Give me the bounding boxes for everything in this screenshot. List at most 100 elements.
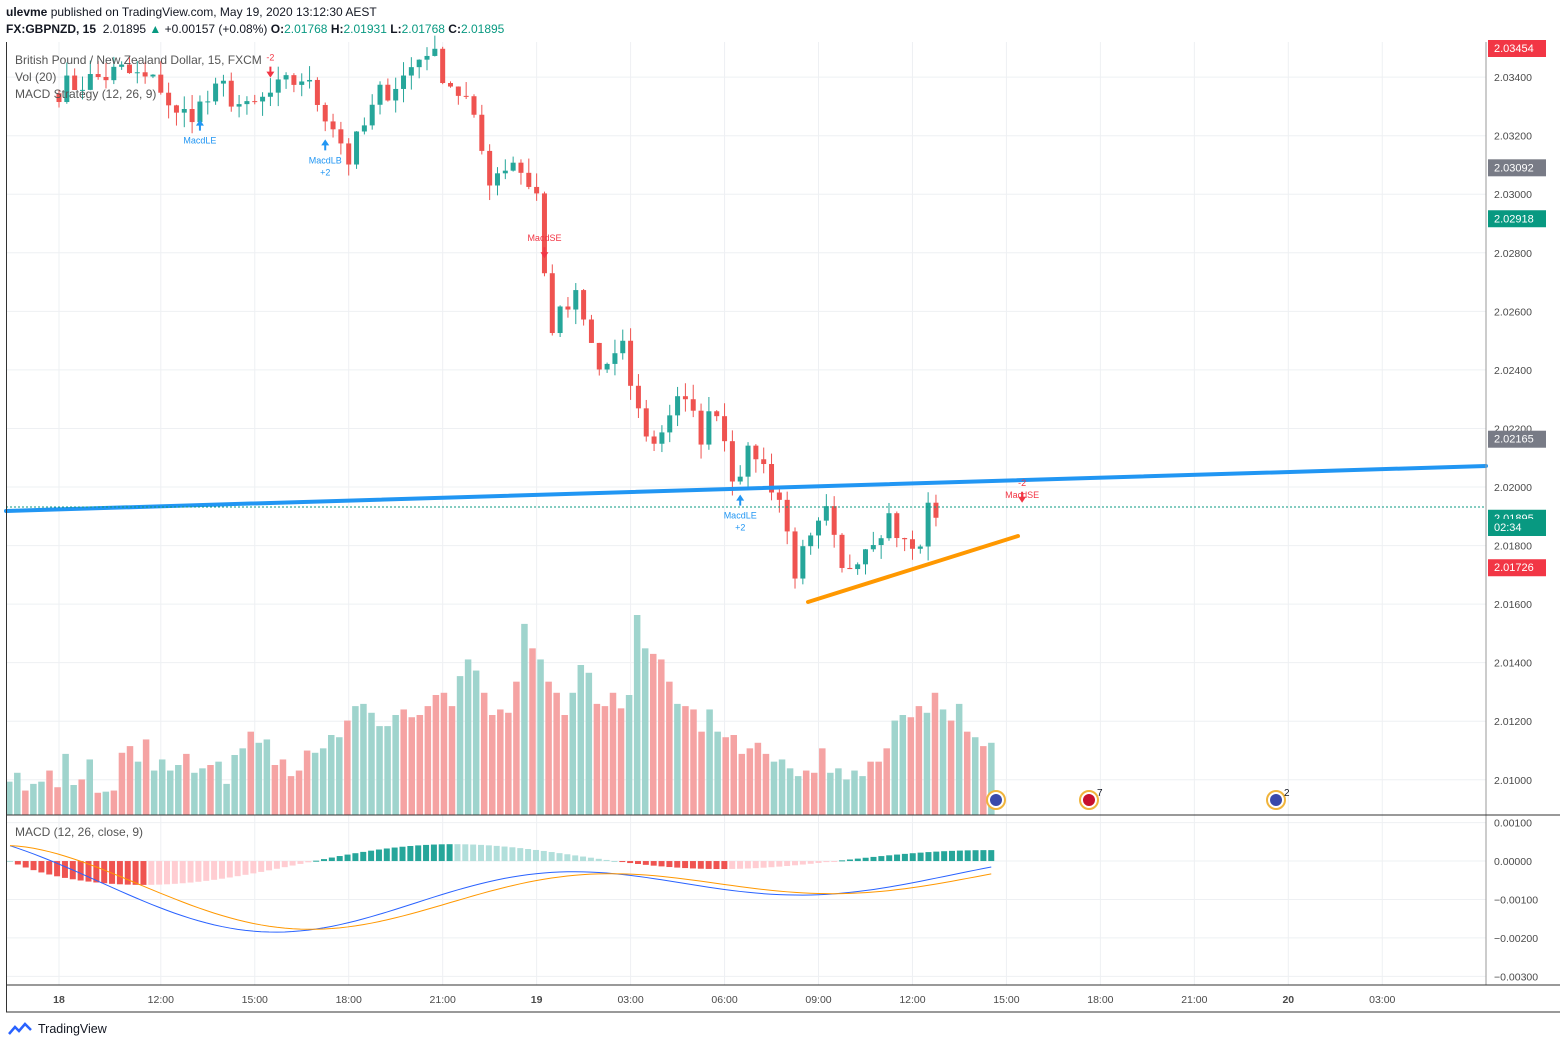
time-tick-label: 18 <box>53 994 65 1006</box>
macd-histogram-bar <box>642 861 649 865</box>
macd-tick-label: 0.00100 <box>1494 818 1532 830</box>
long-entry-arrow-icon <box>736 494 745 506</box>
price-tag-label: 2.03454 <box>1494 43 1534 55</box>
candle-body <box>823 506 829 521</box>
candle-body <box>494 173 500 186</box>
volume-bar <box>625 695 633 815</box>
candle-body <box>181 108 187 113</box>
candle-body <box>283 75 289 80</box>
volume-bar <box>416 715 424 815</box>
volume-bar <box>142 739 150 815</box>
strategy-marker-label: -2 <box>266 53 274 63</box>
macd-histogram-bar <box>242 861 249 875</box>
candle-body <box>361 125 367 132</box>
macd-tick-label: −0.00300 <box>1494 971 1538 983</box>
event-count-label: 7 <box>1097 788 1103 799</box>
price-tick-label: 2.02800 <box>1494 248 1532 260</box>
candle-body <box>643 408 649 437</box>
candle-body <box>604 363 610 370</box>
macd-histogram-bar <box>517 848 524 862</box>
volume-bar <box>255 742 263 815</box>
short-entry-arrow-icon <box>1018 491 1027 503</box>
symbol-ohlc-bar: FX:GBPNZD, 15 2.01895 ▲ +0.00157 (+0.08%… <box>6 22 504 36</box>
candles[interactable] <box>56 35 939 589</box>
price-change: +0.00157 (+0.08%) <box>164 22 268 36</box>
volume-bar <box>54 787 61 815</box>
volume-bar <box>38 781 45 815</box>
volume-bar <box>432 695 440 815</box>
price-tick-label: 2.01600 <box>1494 599 1532 611</box>
volume-bar <box>891 720 898 815</box>
volume-bar <box>46 770 53 815</box>
volume-bar <box>464 659 472 815</box>
macd-histogram-bar <box>572 855 579 862</box>
strategy-marker-label: MacdSE <box>527 233 561 243</box>
macd-histogram-bar <box>807 861 814 864</box>
candle-body <box>675 396 681 416</box>
orange-trendline[interactable] <box>806 534 1020 604</box>
time-tick-label: 18:00 <box>336 994 362 1006</box>
candle-body <box>745 445 751 477</box>
macd-histogram-bar <box>587 857 594 862</box>
macd-histogram-bar <box>148 861 155 885</box>
volume-bar <box>778 759 786 815</box>
legend-volume[interactable]: Vol (20) <box>15 70 57 84</box>
legend-macd[interactable]: MACD (12, 26, close, 9) <box>15 825 144 839</box>
volume-bar <box>988 742 995 815</box>
candle-body <box>596 342 602 370</box>
volume-bar <box>811 772 818 815</box>
candle-body <box>103 77 109 81</box>
tradingview-logo[interactable]: TradingView <box>8 1022 107 1036</box>
macd-histogram-bar <box>635 861 641 864</box>
macd-histogram-bar <box>344 854 351 862</box>
macd-histogram-bar <box>556 853 563 862</box>
volume-bar <box>682 706 689 815</box>
macd-histogram-bar <box>846 859 853 862</box>
candle-body <box>565 306 571 310</box>
volume-bar <box>569 692 576 815</box>
volume-bar <box>191 772 198 815</box>
volume-bar <box>472 670 480 815</box>
price-tag <box>1488 559 1546 577</box>
macd-histogram-bar <box>697 861 704 869</box>
volume-bar <box>875 761 882 815</box>
candle-body <box>150 74 156 77</box>
candle-body <box>635 385 641 409</box>
candle-body <box>917 546 923 549</box>
axis-labels: 2.03400 2.03200 2.03000 2.02800 2.02600 2.024… <box>53 72 1538 1006</box>
volume-bar <box>658 659 665 815</box>
candle-body <box>236 104 242 107</box>
price-tick-label: 2.03000 <box>1494 189 1532 201</box>
volume-bar <box>368 712 375 815</box>
author-name[interactable]: ulevme <box>6 5 48 19</box>
trend-lines[interactable] <box>4 464 1488 604</box>
candle-body <box>737 476 743 482</box>
publish-text: published on TradingView.com, May 19, 20… <box>50 5 377 19</box>
volume-bar <box>231 755 238 815</box>
volume-bar <box>827 772 834 815</box>
volume-bar <box>802 770 810 815</box>
volume-bar <box>158 759 166 815</box>
blue-trendline[interactable] <box>4 464 1488 513</box>
volume-bar <box>319 748 327 815</box>
macd-histogram-bar <box>713 861 720 870</box>
volume-bar <box>279 759 287 815</box>
price-tick-label: 2.03200 <box>1494 131 1532 143</box>
macd-histogram-bar <box>964 850 971 862</box>
macd-histogram-bar <box>768 861 775 868</box>
macd-histogram-bar <box>250 861 257 874</box>
legend-strategy[interactable]: MACD Strategy (12, 26, 9) <box>15 87 157 101</box>
volume-bar <box>738 753 746 815</box>
candle-body <box>518 162 524 173</box>
macd-histogram-bar <box>839 860 846 862</box>
macd-histogram-bar <box>721 861 728 870</box>
strategy-marker-label: -2 <box>1018 478 1026 488</box>
legend-instrument[interactable]: British Pound / New Zealand Dollar, 15, … <box>15 53 262 67</box>
symbol-label[interactable]: FX:GBPNZD, 15 <box>6 22 97 36</box>
macd-histogram-bar <box>525 848 532 862</box>
high-value: 2.01931 <box>343 22 387 36</box>
macd-histogram-bar <box>462 844 469 862</box>
volume-bar <box>585 672 593 815</box>
